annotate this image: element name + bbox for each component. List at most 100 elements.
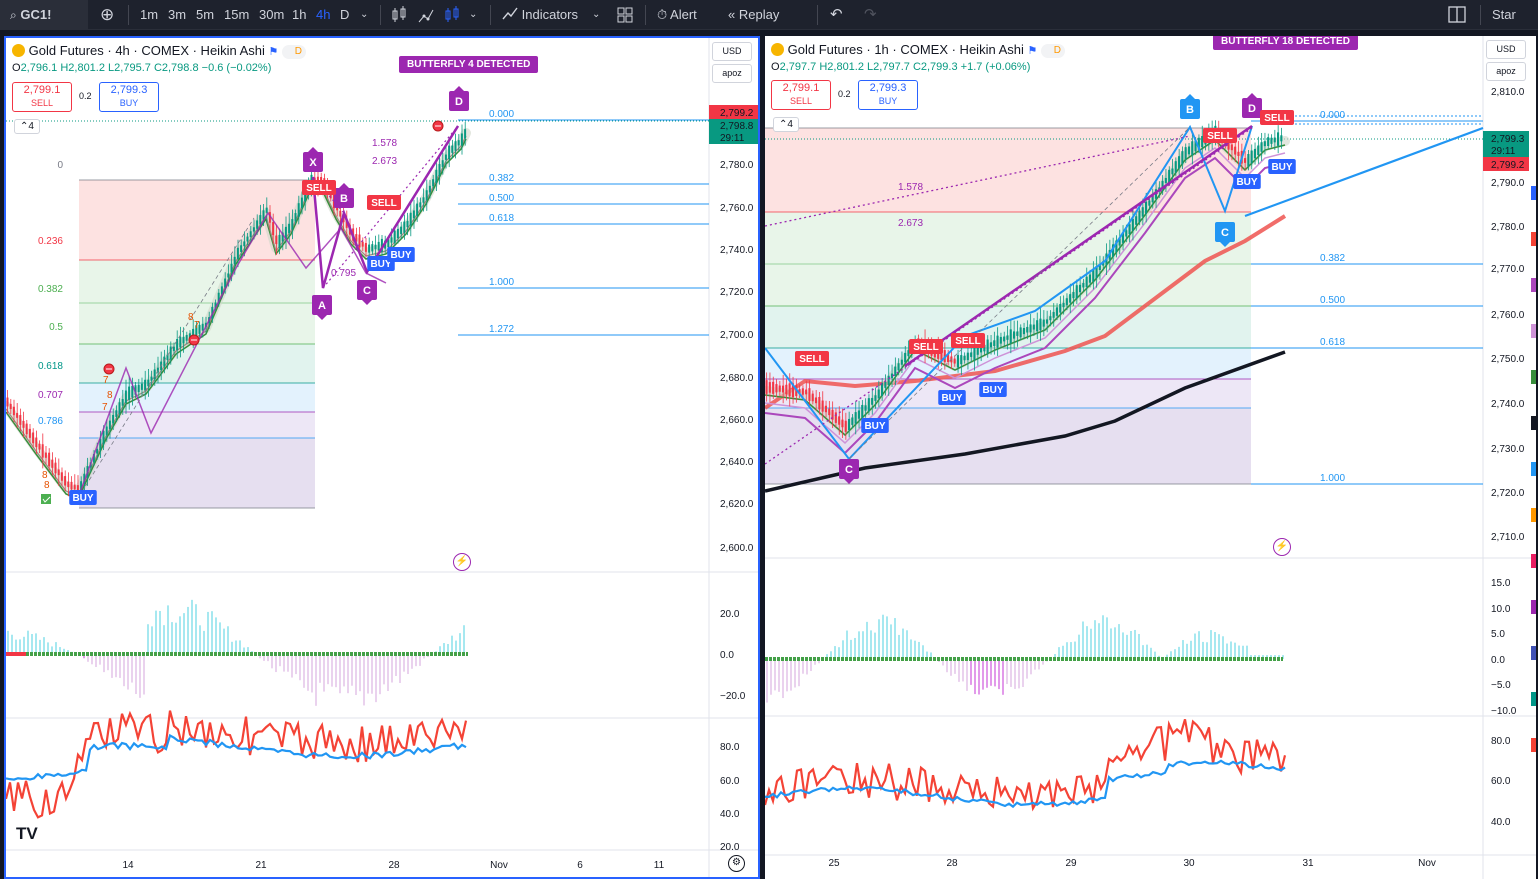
rsi-fast-line <box>6 710 468 819</box>
templates-icon[interactable] <box>617 0 633 30</box>
buy-button[interactable]: 2,799.3 BUY <box>99 82 159 112</box>
candle-body <box>1128 224 1131 235</box>
candle-body <box>380 238 383 252</box>
sell-button[interactable]: 2,799.1 SELL <box>771 80 831 110</box>
candle-body <box>1032 324 1035 330</box>
ohlc-readout: O2,797.7 H2,801.2 L2,797.7 C2,799.3 +1.7… <box>771 61 1031 73</box>
interval-30m[interactable]: 30m <box>259 7 285 22</box>
candle-body <box>1270 137 1273 144</box>
alert-flash-icon[interactable]: ⚡ <box>453 553 471 571</box>
candle-body <box>441 160 444 167</box>
chart-canvas-4h[interactable]: 0 0.236 0.382 0.5 0.618 0.707 0.786 0.000 0.382 0… <box>6 38 758 877</box>
signal-sell-bg <box>951 333 985 348</box>
candle-body <box>188 333 191 339</box>
pattern-point-b: B <box>1186 104 1194 116</box>
pattern-point-b-pointer <box>339 183 349 188</box>
candle-body <box>1082 282 1085 288</box>
legend-collapse-button[interactable]: ⌃4 <box>14 119 40 134</box>
sell-button[interactable]: 2,799.1 SELL <box>12 82 72 112</box>
candle-body <box>940 348 943 361</box>
candle-body <box>1230 144 1233 151</box>
candle-body <box>824 405 827 413</box>
heikin-ashi-icon[interactable] <box>444 0 460 30</box>
currency-button[interactable]: USD <box>1486 40 1526 59</box>
market-status-icon: D <box>1041 44 1065 58</box>
candle-body <box>848 418 851 431</box>
candle-body <box>907 350 910 357</box>
interval-1h[interactable]: 1h <box>292 7 307 22</box>
currency-button[interactable]: USD <box>712 42 752 61</box>
interval-3m[interactable]: 3m <box>168 7 187 22</box>
candle-body <box>304 189 307 202</box>
scale-button[interactable]: apoz <box>1486 62 1526 81</box>
trend-line <box>1244 126 1484 218</box>
compare-add-icon[interactable]: ⊕ <box>100 5 115 24</box>
interval-5m[interactable]: 5m <box>196 7 215 22</box>
undo-icon[interactable]: ↶ <box>830 6 843 23</box>
macd-tick: 20.0 <box>720 609 740 620</box>
buy-price: 2,799.3 <box>869 82 907 94</box>
candle-body <box>963 355 966 361</box>
replay-button[interactable]: « Replay <box>728 0 779 30</box>
chart-pane-4h[interactable]: 0 0.236 0.382 0.5 0.618 0.707 0.786 0.000 0.382 0… <box>4 36 760 879</box>
alert-flash-icon[interactable]: ⚡ <box>1273 538 1291 556</box>
candle-body <box>374 244 377 250</box>
settings-gear-icon[interactable]: ⚙ <box>728 855 745 872</box>
candle-body <box>976 347 979 355</box>
tradingview-logo[interactable]: TV <box>16 824 38 843</box>
pattern-point-a: A <box>318 300 326 312</box>
candle-body <box>128 386 131 400</box>
price-tag-green-bg <box>709 119 758 144</box>
candle-type-icon[interactable] <box>391 0 407 30</box>
symbol-legend[interactable]: Gold Futures · 4h · COMEX · Heikin Ashi … <box>12 43 306 59</box>
fib-projection-label: 0.500 <box>1320 295 1345 306</box>
signal-buy: BUY <box>370 259 391 270</box>
interval-d[interactable]: D <box>340 7 350 22</box>
symbol-legend[interactable]: Gold Futures · 1h · COMEX · Heikin Ashi … <box>771 42 1065 58</box>
price-tag-green: 2,798.8 <box>720 121 754 132</box>
candle-body <box>102 430 105 445</box>
candle-body <box>808 388 811 401</box>
candle-body <box>989 342 992 348</box>
indicators-button[interactable]: Indicators <box>502 0 578 30</box>
candle-body <box>108 420 111 429</box>
chart-canvas-1h[interactable]: 0.0000.3820.5000.6181.0001.5782.673BCDCS… <box>765 36 1536 879</box>
candle-body <box>1237 151 1240 156</box>
legend-collapse-button[interactable]: ⌃4 <box>773 117 799 132</box>
interval-4h[interactable]: 4h <box>316 7 331 22</box>
time-tick: Nov <box>1418 858 1436 869</box>
moving-average-green <box>6 138 467 500</box>
series-marker <box>1531 278 1536 292</box>
candle-body <box>904 352 907 363</box>
symbol-search[interactable]: ⌕ GC1! <box>0 0 88 30</box>
chevron-down-icon[interactable]: ⌄ <box>360 9 369 20</box>
layout-icon[interactable] <box>1448 0 1466 30</box>
redo-icon[interactable]: ↷ <box>864 6 877 23</box>
candle-body <box>169 346 172 360</box>
price-tick: 2,770.0 <box>1491 264 1525 275</box>
star-button[interactable]: Star <box>1492 7 1516 22</box>
candle-body <box>1280 135 1283 142</box>
signal-buy-bg <box>1233 174 1261 189</box>
candle-body <box>772 381 775 394</box>
fib-left-label: 0.236 <box>38 236 63 247</box>
chart-pane-1h[interactable]: 0.000 0.382 0.500 0.618 1.000 1.578 2.673 B C D C S… <box>764 36 1536 879</box>
chevron-down-icon[interactable]: ⌄ <box>469 9 478 20</box>
scale-button[interactable]: apoz <box>712 64 752 83</box>
interval-15m[interactable]: 15m <box>224 7 250 22</box>
pattern-point-a-bg <box>312 295 332 315</box>
buy-button[interactable]: 2,799.3 BUY <box>858 80 918 110</box>
rsi-tick: 40.0 <box>1491 817 1511 828</box>
moving-average-50 <box>765 214 1287 410</box>
alert-button[interactable]: ⏱ Alert <box>657 0 697 30</box>
search-icon: ⌕ <box>10 8 17 22</box>
candle-body <box>778 385 781 392</box>
macd-tick: 0.0 <box>720 650 734 661</box>
interval-1m[interactable]: 1m <box>140 7 159 22</box>
rsi-tick: 80.0 <box>1491 736 1511 747</box>
candle-body <box>1072 292 1075 299</box>
candle-body <box>262 210 265 220</box>
line-chart-icon[interactable] <box>418 0 434 30</box>
chevron-down-icon[interactable]: ⌄ <box>592 9 601 20</box>
candle-body <box>996 335 999 348</box>
